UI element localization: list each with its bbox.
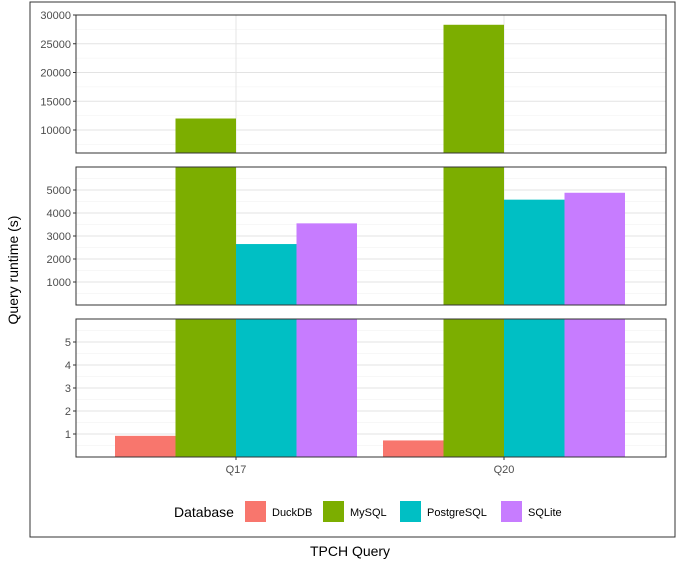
- bar-sqlite-q20: [564, 192, 625, 305]
- y-tick-label: 2: [65, 406, 71, 418]
- legend-swatch: [501, 501, 522, 522]
- legend-label: DuckDB: [272, 507, 312, 519]
- bar-mysql-q20: [443, 167, 504, 305]
- bar-mysql-q20: [443, 24, 504, 153]
- panel-3: 1 2 3 4 5: [65, 318, 667, 458]
- bars: [115, 167, 625, 305]
- bars: [115, 319, 625, 457]
- legend-title: Database: [174, 504, 234, 520]
- bar-postgresql-q17: [236, 244, 297, 305]
- y-tick-label: 15000: [40, 96, 71, 108]
- legend-swatch: [400, 501, 421, 522]
- y-tick-label: 2000: [47, 254, 71, 266]
- legend: Database DuckDB MySQL PostgreSQL SQLite: [174, 501, 562, 522]
- y-tick-label: 3: [65, 383, 71, 395]
- y-tick-label: 10000: [40, 125, 71, 137]
- panel-2: 1000 2000 3000 4000 5000: [47, 166, 667, 306]
- x-axis-label: TPCH Query: [310, 543, 390, 559]
- legend-label: MySQL: [350, 507, 387, 519]
- bar-postgresql-q20: [504, 199, 565, 305]
- bar-duckdb-q17: [115, 435, 176, 457]
- bar-mysql-q17: [175, 319, 236, 457]
- panel-1: 10000 15000 20000 25000 30000: [40, 10, 667, 154]
- bar-sqlite-q17: [296, 319, 357, 457]
- y-tick-label: 30000: [40, 10, 71, 22]
- legend-swatch: [245, 501, 266, 522]
- bar-sqlite-q20: [564, 319, 625, 457]
- outer-frame: [29, 1, 676, 538]
- y-tick-label: 20000: [40, 68, 71, 80]
- legend-item-sqlite: SQLite: [501, 501, 562, 522]
- y-tick-label: 4000: [47, 208, 71, 220]
- legend-swatch: [323, 501, 344, 522]
- y-tick-label: 1000: [47, 277, 71, 289]
- gridlines: [76, 15, 666, 153]
- legend-label: PostgreSQL: [427, 507, 487, 519]
- y-tick-label: 4: [65, 360, 71, 372]
- bar-duckdb-q20: [383, 440, 444, 457]
- bar-postgresql-q17: [236, 319, 297, 457]
- y-tick-label: 25000: [40, 39, 71, 51]
- x-axis: Q17 Q20: [226, 457, 515, 476]
- panel-border: [75, 14, 667, 154]
- legend-item-postgresql: PostgreSQL: [400, 501, 487, 522]
- bar-mysql-q17: [175, 118, 236, 153]
- legend-label: SQLite: [528, 507, 562, 519]
- legend-item-duckdb: DuckDB: [245, 501, 312, 522]
- bar-mysql-q17: [175, 167, 236, 305]
- legend-item-mysql: MySQL: [323, 501, 387, 522]
- y-tick-label: 5000: [47, 185, 71, 197]
- bar-mysql-q20: [443, 319, 504, 457]
- panel-background: [76, 15, 666, 153]
- bars: [175, 24, 504, 153]
- y-tick-label: 5: [65, 337, 71, 349]
- bar-sqlite-q17: [296, 223, 357, 305]
- x-tick-label: Q20: [494, 464, 515, 476]
- y-tick-label: 3000: [47, 231, 71, 243]
- x-tick-label: Q17: [226, 464, 247, 476]
- y-tick-label: 1: [65, 429, 71, 441]
- y-axis-label: Query runtime (s): [5, 216, 21, 325]
- bar-postgresql-q20: [504, 319, 565, 457]
- panels: 1000015000200002500030000100020003000400…: [40, 10, 667, 458]
